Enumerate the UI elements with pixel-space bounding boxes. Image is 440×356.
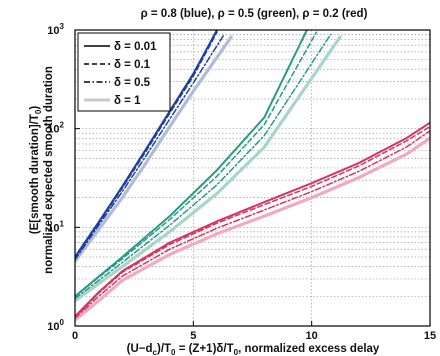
y-axis-label-line1: (E[smooth duration]/T0) — [29, 106, 43, 235]
x-tick-label: 10 — [306, 330, 318, 342]
legend: δ = 0.01 δ = 0.1 δ = 0.5 δ = 1 — [77, 32, 171, 112]
series-line-rho-0.5-delta-0.5 — [75, 33, 332, 300]
x-tick-label: 0 — [72, 330, 78, 342]
y-tick-label: 102 — [47, 121, 64, 136]
legend-label: δ = 0.1 — [114, 59, 151, 71]
axes-frame — [74, 29, 431, 327]
y-axis-label-line2: normalized expected smooth duration — [43, 66, 55, 274]
series-line-rho-0.2-delta-1 — [75, 136, 430, 322]
series-line-rho-0.2-delta-0.01 — [75, 121, 430, 318]
series-line-rho-0.5-delta-1 — [75, 35, 342, 303]
legend-label: δ = 1 — [114, 95, 141, 107]
legend-label: δ = 0.5 — [114, 77, 151, 89]
plot-area — [75, 30, 430, 322]
chart-title: ρ = 0.8 (blue), ρ = 0.5 (green), ρ = 0.2… — [141, 8, 368, 20]
x-tick-label: 5 — [190, 330, 196, 342]
series-line-rho-0.8-delta-1 — [75, 35, 233, 264]
y-tick-label: 103 — [47, 22, 64, 37]
legend-label: δ = 0.01 — [114, 41, 157, 53]
y-tick-label: 100 — [47, 318, 64, 333]
series-line-rho-0.8-delta-0.5 — [75, 33, 225, 261]
tick-labels: 0 5 10 15 100 101 102 103 — [47, 22, 436, 342]
y-tick-label: 101 — [47, 219, 64, 234]
series-line-rho-0.8-delta-0.01 — [75, 30, 218, 258]
series-line-rho-0.5-delta-0.01 — [75, 30, 308, 298]
series-line-rho-0.5-delta-0.1 — [75, 31, 318, 298]
x-tick-label: 15 — [424, 330, 436, 342]
series-group — [75, 30, 430, 322]
x-axis-label: (U−dc)/T0 = (Z+1)δ/T0, normalized excess… — [127, 343, 380, 356]
series-line-rho-0.2-delta-0.5 — [75, 130, 430, 319]
y-axis-label: (E[smooth duration]/T0) normalized expec… — [29, 66, 55, 274]
